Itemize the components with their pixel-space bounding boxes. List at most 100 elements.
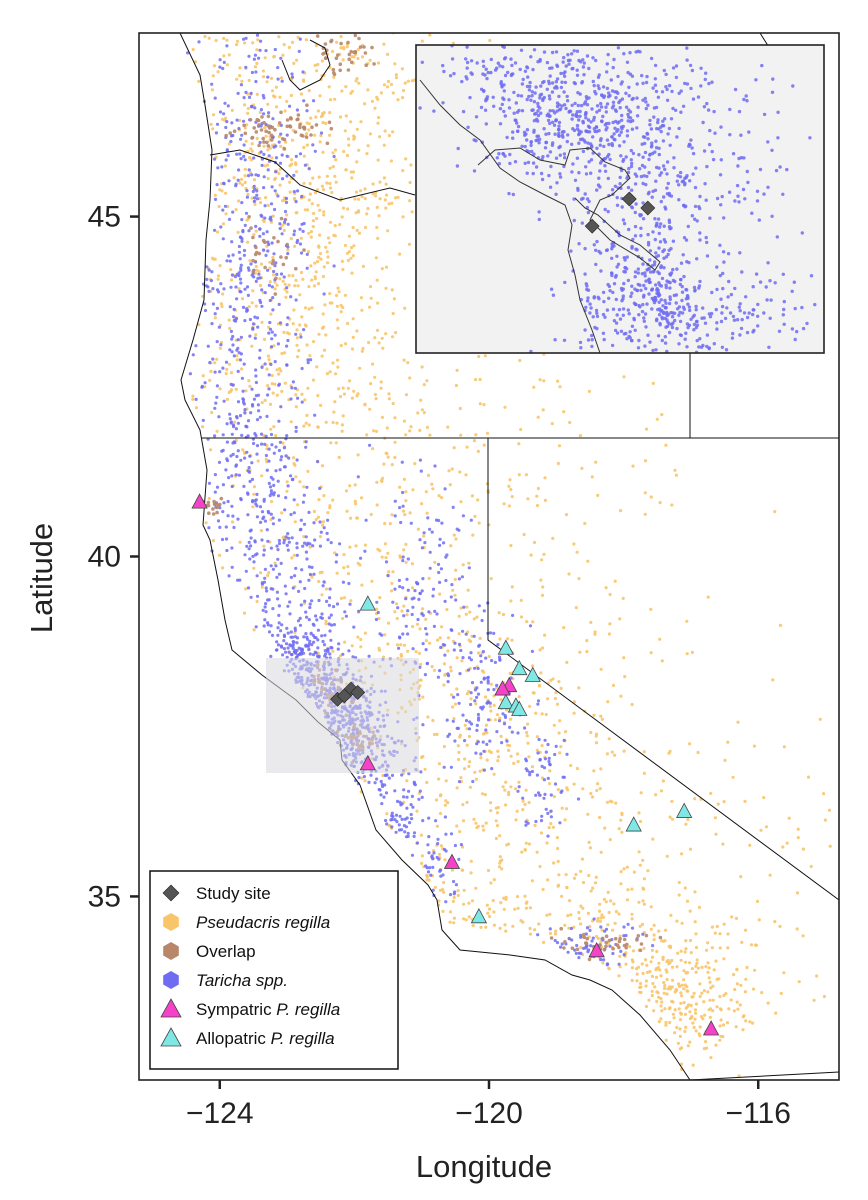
- occurrence-point: [404, 835, 409, 839]
- occurrence-point: [581, 65, 586, 69]
- occurrence-point: [697, 1032, 701, 1036]
- occurrence-point: [563, 818, 567, 822]
- occurrence-point: [557, 120, 562, 125]
- occurrence-point: [465, 800, 469, 805]
- occurrence-point: [556, 788, 560, 792]
- occurrence-point: [488, 907, 492, 911]
- occurrence-point: [212, 64, 217, 68]
- occurrence-point: [614, 273, 618, 278]
- occurrence-point: [218, 110, 223, 114]
- occurrence-point: [469, 697, 473, 701]
- occurrence-point: [491, 95, 495, 100]
- occurrence-point: [467, 638, 471, 642]
- occurrence-point: [251, 404, 255, 408]
- occurrence-point: [502, 109, 506, 114]
- occurrence-point: [398, 485, 402, 489]
- occurrence-point: [277, 448, 281, 453]
- occurrence-point: [583, 521, 587, 526]
- occurrence-point: [449, 765, 453, 769]
- occurrence-point: [439, 844, 443, 848]
- occurrence-point: [779, 991, 783, 996]
- occurrence-point: [237, 271, 241, 275]
- occurrence-point: [575, 766, 580, 771]
- occurrence-point: [246, 586, 251, 590]
- occurrence-point: [629, 164, 634, 169]
- occurrence-point: [523, 802, 527, 807]
- occurrence-point: [538, 106, 542, 110]
- occurrence-point: [622, 140, 626, 144]
- occurrence-point: [481, 650, 485, 654]
- occurrence-point: [642, 877, 647, 881]
- occurrence-point: [402, 477, 406, 481]
- occurrence-point: [659, 789, 664, 793]
- occurrence-point: [532, 691, 536, 695]
- occurrence-point: [504, 780, 508, 784]
- occurrence-point: [282, 633, 286, 637]
- occurrence-point: [516, 752, 520, 756]
- occurrence-point: [378, 197, 382, 201]
- occurrence-point: [421, 642, 425, 646]
- occurrence-point: [546, 742, 550, 747]
- occurrence-point: [495, 683, 499, 688]
- occurrence-point: [309, 230, 313, 234]
- occurrence-point: [291, 646, 295, 651]
- occurrence-point: [479, 680, 483, 684]
- occurrence-point: [521, 796, 525, 800]
- occurrence-point: [618, 937, 622, 941]
- occurrence-point: [621, 218, 626, 222]
- occurrence-point: [655, 417, 659, 421]
- occurrence-point: [406, 557, 410, 561]
- occurrence-point: [587, 160, 591, 164]
- occurrence-point: [578, 114, 582, 119]
- occurrence-point: [498, 716, 502, 720]
- occurrence-point: [248, 454, 252, 458]
- occurrence-point: [580, 81, 584, 85]
- occurrence-point: [622, 953, 626, 957]
- occurrence-point: [524, 788, 528, 792]
- occurrence-point: [207, 481, 212, 485]
- occurrence-point: [467, 727, 472, 731]
- occurrence-point: [284, 535, 288, 539]
- occurrence-point: [661, 164, 666, 168]
- occurrence-point: [204, 521, 208, 525]
- occurrence-point: [266, 75, 270, 79]
- occurrence-point: [548, 121, 552, 126]
- occurrence-point: [345, 153, 349, 158]
- occurrence-point: [571, 113, 575, 117]
- occurrence-point: [259, 300, 263, 305]
- occurrence-point: [503, 21, 506, 24]
- occurrence-point: [253, 196, 257, 200]
- occurrence-point: [295, 336, 299, 340]
- occurrence-point: [625, 255, 629, 259]
- occurrence-point: [618, 965, 622, 969]
- occurrence-point: [581, 149, 586, 154]
- occurrence-point: [304, 535, 308, 539]
- occurrence-point: [363, 543, 367, 547]
- occurrence-point: [271, 391, 275, 395]
- occurrence-point: [613, 921, 617, 925]
- occurrence-point: [316, 654, 320, 658]
- occurrence-point: [252, 397, 256, 401]
- occurrence-point: [482, 676, 487, 680]
- occurrence-point: [363, 549, 367, 553]
- occurrence-point: [420, 795, 424, 800]
- occurrence-point: [617, 912, 621, 916]
- occurrence-point: [284, 255, 289, 260]
- occurrence-point: [626, 888, 630, 892]
- occurrence-point: [247, 466, 251, 470]
- occurrence-point: [384, 182, 388, 186]
- occurrence-point: [467, 764, 471, 769]
- occurrence-point: [453, 843, 457, 848]
- occurrence-point: [572, 700, 577, 704]
- occurrence-point: [670, 503, 674, 507]
- occurrence-point: [574, 872, 578, 877]
- occurrence-point: [332, 75, 336, 79]
- occurrence-point: [247, 229, 251, 233]
- occurrence-point: [323, 22, 326, 25]
- occurrence-point: [267, 373, 271, 377]
- occurrence-point: [438, 592, 442, 596]
- occurrence-point: [596, 916, 600, 921]
- occurrence-point: [357, 775, 361, 780]
- occurrence-point: [382, 42, 386, 46]
- occurrence-point: [252, 492, 256, 496]
